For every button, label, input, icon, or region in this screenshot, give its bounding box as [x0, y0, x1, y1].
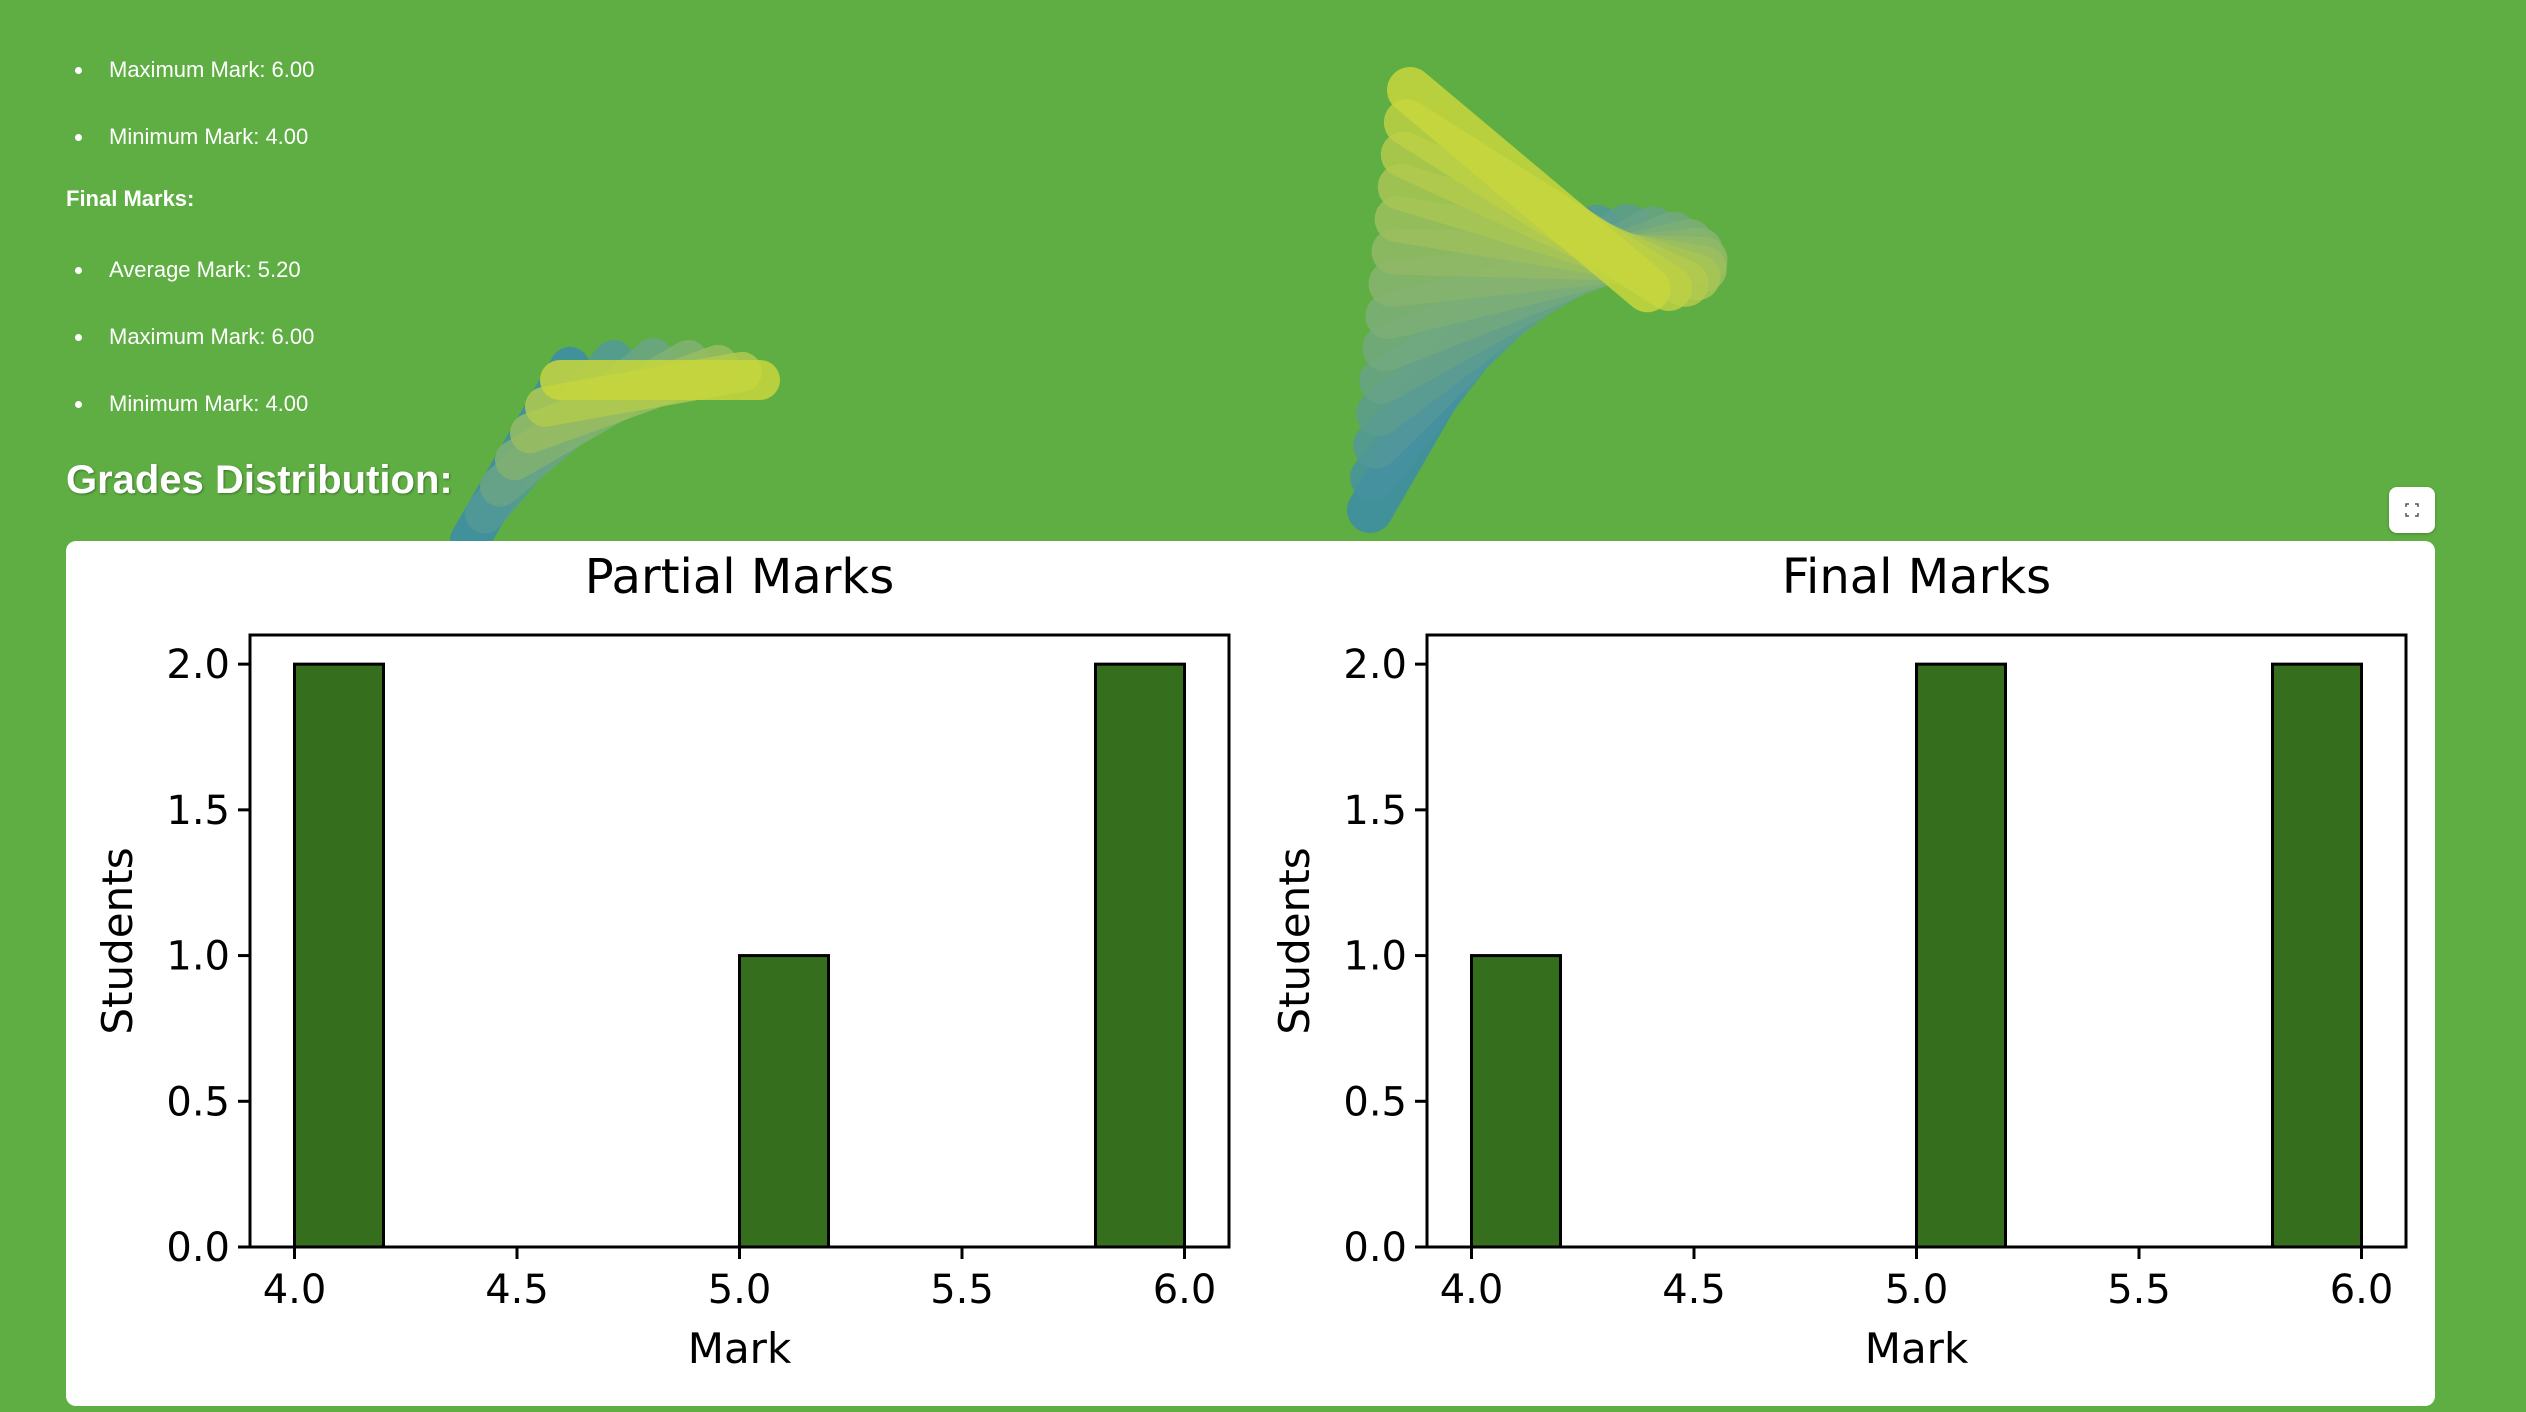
histogram-bar	[1094, 662, 1186, 1249]
y-tick-label: 0.5	[166, 1079, 230, 1125]
histogram-bar	[293, 662, 385, 1249]
final-max-mark: Maximum Mark: 6.00	[66, 307, 866, 374]
chart-final: Final Marks 4.0 4.5 5.0 5.5 6.0 0.0 0.5 1.0 1.5 2.…	[1270, 549, 2408, 1373]
final-min-mark: Minimum Mark: 4.00	[66, 374, 866, 441]
partial-max-mark: Maximum Mark: 6.00	[66, 40, 866, 107]
x-tick-label: 5.0	[1885, 1267, 1949, 1313]
partial-stats-list: Maximum Mark: 6.00 Minimum Mark: 4.00	[66, 40, 866, 174]
y-tick-label: 0.5	[1343, 1079, 1407, 1125]
y-tick-label: 1.5	[1343, 788, 1407, 834]
y-tick-label: 0.0	[1343, 1225, 1407, 1271]
x-tick-label: 5.0	[708, 1267, 772, 1313]
section-title: Grades Distribution:	[66, 458, 453, 502]
x-tick-label: 5.5	[2107, 1267, 2171, 1313]
grades-charts: Partial Marks 4.0 4.5 5.0 5.5 6.0 0.0 0.5 1.0 1.5…	[93, 549, 2408, 1373]
y-tick-label: 2.0	[1343, 642, 1407, 688]
expand-icon	[2405, 503, 2419, 517]
fullscreen-button[interactable]	[2389, 487, 2435, 533]
decorative-fan-right	[1347, 67, 1728, 533]
y-axis-label: Students	[93, 847, 142, 1034]
histogram-bar	[1915, 662, 2007, 1249]
x-tick-label: 5.5	[930, 1267, 994, 1313]
decorative-fan-left	[450, 338, 780, 560]
x-tick-label: 6.0	[1153, 1267, 1217, 1313]
y-tick-label: 2.0	[166, 642, 230, 688]
y-tick-label: 1.0	[1343, 934, 1407, 980]
x-tick-label: 4.0	[1440, 1267, 1504, 1313]
histogram-bar	[2271, 662, 2363, 1249]
final-stats-list: Average Mark: 5.20 Maximum Mark: 6.00 Mi…	[66, 240, 866, 441]
y-tick-label: 1.5	[166, 788, 230, 834]
y-axis-label: Students	[1270, 847, 1319, 1034]
histogram-bar	[738, 954, 830, 1249]
histogram-bar	[1470, 954, 1562, 1249]
x-tick-label: 4.5	[1662, 1267, 1726, 1313]
partial-min-mark: Minimum Mark: 4.00	[66, 107, 866, 174]
chart-partial: Partial Marks 4.0 4.5 5.0 5.5 6.0 0.0 0.5 1.0 1.5…	[93, 549, 1231, 1373]
x-tick-label: 6.0	[2330, 1267, 2394, 1313]
stats-panel: Maximum Mark: 6.00 Minimum Mark: 4.00 Fi…	[66, 40, 866, 441]
final-average-mark: Average Mark: 5.20	[66, 240, 866, 307]
x-axis-label: Mark	[1865, 1324, 1969, 1373]
y-tick-label: 0.0	[166, 1225, 230, 1271]
final-marks-heading: Final Marks:	[66, 186, 195, 211]
chart-title: Final Marks	[1782, 549, 2051, 605]
x-tick-label: 4.0	[263, 1267, 327, 1313]
chart-title: Partial Marks	[585, 549, 894, 605]
x-axis-label: Mark	[688, 1324, 792, 1373]
grades-distribution-card: Partial Marks 4.0 4.5 5.0 5.5 6.0 0.0 0.5 1.0 1.5…	[66, 541, 2435, 1406]
y-tick-label: 1.0	[166, 934, 230, 980]
x-tick-label: 4.5	[485, 1267, 549, 1313]
